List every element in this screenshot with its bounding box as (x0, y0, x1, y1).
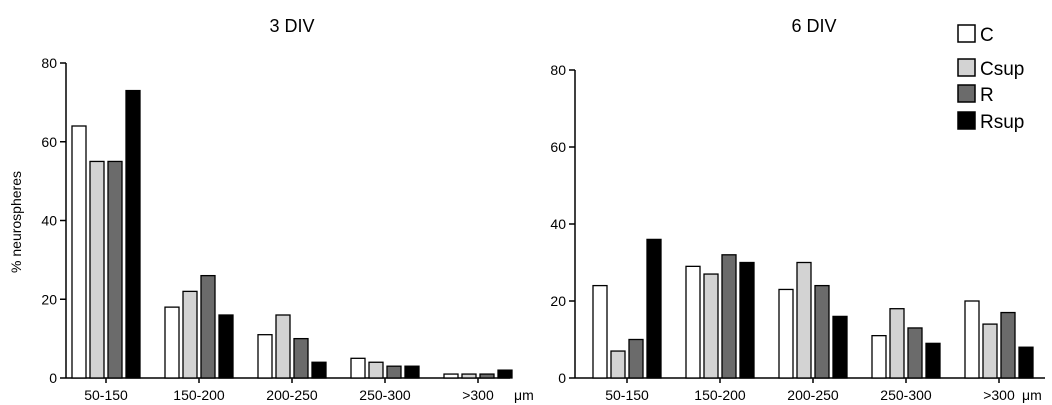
x-tick-label-3div-4: >300 (462, 387, 494, 403)
legend-label-r: R (980, 85, 994, 106)
legend-swatch-r (957, 84, 976, 103)
y-tick-label-3div-4: 80 (41, 55, 57, 71)
legend: C Csup R Rsup (957, 24, 1024, 133)
bar-6div-250300-r (907, 327, 923, 379)
bar-3div-50150-csup (89, 160, 105, 379)
bar-3div-300-rsup (497, 369, 513, 379)
bar-3div-250300-r (386, 365, 402, 379)
bar-3div-150200-csup (182, 290, 198, 379)
plot-layer: 0 20 40 60 80 50-150 150-200 200-250 250-300 >300… (41, 55, 1045, 403)
x-unit-label-6div: μm (1022, 387, 1042, 403)
bar-3div-200250-rsup (311, 361, 327, 379)
x-tick-label-6div-0: 50-150 (605, 387, 649, 403)
y-tick-label-3div-2: 40 (41, 213, 57, 229)
bar-3div-150200-r (200, 274, 216, 379)
y-tick-label-3div-3: 60 (41, 134, 57, 150)
bar-3div-300-c (443, 373, 459, 379)
bar-3div-200250-c (257, 334, 273, 379)
legend-label-c: C (980, 25, 994, 46)
legend-swatch-c (957, 24, 976, 43)
y-tick-label-6div-3: 60 (550, 139, 566, 155)
x-unit-label-3div: μm (514, 387, 534, 403)
legend-swatch-rsup (957, 111, 976, 130)
legend-swatch-csup (957, 58, 976, 77)
x-tick-label-3div-2: 200-250 (266, 387, 318, 403)
bar-6div-150200-rsup (739, 261, 755, 379)
bar-6div-300-rsup (1018, 346, 1034, 379)
bar-3div-250300-c (350, 357, 366, 379)
bar-3div-150200-rsup (218, 314, 234, 379)
bar-6div-200250-r (814, 284, 830, 379)
bar-6div-300-csup (982, 323, 998, 379)
bar-3div-150200-c (164, 306, 180, 379)
bar-6div-150200-csup (703, 273, 719, 379)
bar-3div-250300-csup (368, 361, 384, 379)
bar-3div-50150-r (107, 160, 123, 379)
y-tick-label-6div-2: 40 (550, 216, 566, 232)
bar-3div-250300-rsup (404, 365, 420, 379)
bar-6div-300-c (964, 300, 980, 379)
bar-6div-150200-r (721, 254, 737, 379)
bar-6div-50150-rsup (646, 238, 662, 379)
bar-6div-250300-c (871, 334, 887, 379)
bar-6div-50150-c (592, 284, 608, 379)
y-tick-label-6div-4: 80 (550, 62, 566, 78)
bar-6div-300-r (1000, 311, 1016, 379)
bar-6div-200250-csup (796, 261, 812, 379)
chart-title-6div: 6 DIV (791, 16, 836, 36)
bar-3div-200250-csup (275, 314, 291, 379)
bar-6div-250300-rsup (925, 342, 941, 379)
y-tick-label-3div-1: 20 (41, 291, 57, 307)
bar-3div-300-r (479, 373, 495, 379)
bar-3div-200250-r (293, 337, 309, 379)
chart-title-3div: 3 DIV (269, 16, 314, 36)
x-tick-label-3div-0: 50-150 (84, 387, 128, 403)
bar-3div-300-csup (461, 373, 477, 379)
y-tick-label-6div-1: 20 (550, 293, 566, 309)
bar-6div-200250-c (778, 288, 794, 379)
x-tick-label-6div-3: 250-300 (880, 387, 932, 403)
bar-3div-50150-c (71, 125, 87, 379)
bar-6div-200250-rsup (832, 315, 848, 379)
bar-3div-50150-rsup (125, 89, 141, 379)
x-tick-label-6div-2: 200-250 (787, 387, 839, 403)
x-tick-label-3div-1: 150-200 (173, 387, 225, 403)
y-axis-title: % neurospheres (8, 171, 24, 273)
x-tick-label-3div-3: 250-300 (359, 387, 411, 403)
legend-label-csup: Csup (980, 59, 1024, 80)
legend-label-rsup: Rsup (980, 112, 1024, 133)
bar-6div-50150-r (628, 338, 644, 379)
bar-6div-150200-c (685, 265, 701, 379)
y-tick-label-6div-0: 0 (558, 370, 566, 386)
bar-6div-50150-csup (610, 350, 626, 379)
y-tick-label-3div-0: 0 (49, 370, 57, 386)
bar-6div-250300-csup (889, 308, 905, 379)
x-tick-label-6div-4: >300 (983, 387, 1015, 403)
x-tick-label-6div-1: 150-200 (694, 387, 746, 403)
